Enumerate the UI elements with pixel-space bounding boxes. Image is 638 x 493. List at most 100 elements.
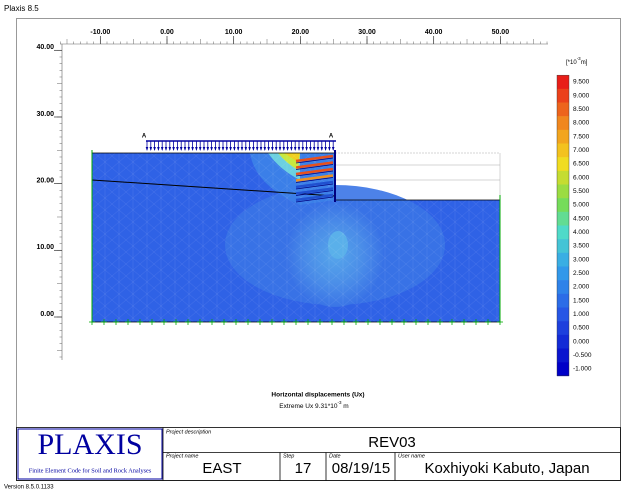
arrow-head	[324, 147, 327, 151]
strut	[295, 180, 334, 189]
legend-label: 1.500	[573, 297, 590, 304]
legend-label: 5.000	[573, 202, 590, 209]
legend-swatch	[557, 116, 569, 131]
legend-swatch	[557, 239, 569, 254]
arrow-head	[149, 147, 153, 151]
field-label: Project name	[166, 453, 198, 459]
legend-label: 0.000	[573, 338, 590, 345]
legend-swatch	[557, 184, 569, 199]
legend-swatch	[557, 307, 569, 322]
arrow-head	[316, 147, 320, 151]
logo: PLAXIS	[37, 428, 142, 461]
legend-label: 5.500	[573, 188, 590, 195]
arrow-head	[278, 147, 282, 151]
arrow-head	[244, 147, 248, 151]
legend-label: 7.500	[573, 133, 590, 140]
anchor-label: A	[329, 134, 334, 140]
arrow-head	[176, 147, 179, 151]
strut-edge	[295, 170, 334, 177]
arrow-head	[187, 147, 191, 151]
arrow-head	[179, 147, 183, 151]
arrow-head	[168, 147, 172, 151]
strut	[295, 187, 334, 195]
arrow-head	[320, 147, 324, 151]
strut	[295, 174, 334, 182]
arrow-head	[297, 147, 301, 151]
arrow-head	[301, 147, 305, 151]
extreme-value: Extreme Ux 9.31*10-3 m	[279, 400, 348, 410]
arrow-head	[221, 147, 225, 151]
y-tick-label: 10.00	[36, 244, 54, 251]
model	[89, 140, 503, 325]
arrow-head	[282, 147, 286, 151]
arrow-head	[202, 147, 206, 151]
arrow-head	[153, 147, 156, 151]
legend-swatch	[557, 102, 569, 117]
arrow-head	[145, 147, 149, 151]
strut	[295, 161, 334, 169]
legend-label: 8.000	[573, 120, 590, 127]
legend-swatch	[557, 266, 569, 281]
step: 17	[295, 460, 312, 477]
legend-swatch	[557, 170, 569, 185]
strut-edge	[295, 196, 334, 203]
arrow-head	[164, 147, 168, 151]
app-title: Plaxis 8.5	[4, 4, 39, 13]
strut-edge	[295, 177, 334, 183]
legend-label: 6.500	[573, 161, 590, 168]
field-label: User name	[398, 453, 425, 459]
x-tick-label: 40.00	[425, 29, 443, 36]
anchor-label: A	[142, 134, 147, 140]
arrow-head	[195, 147, 198, 151]
legend-label: 3.500	[573, 243, 590, 250]
strut-edge	[295, 183, 334, 190]
legend-label: 2.500	[573, 270, 590, 277]
legend-swatch	[557, 225, 569, 240]
strut	[295, 193, 334, 202]
legend-label: 9.500	[573, 79, 590, 86]
legend-swatch	[557, 252, 569, 267]
arrow-head	[191, 147, 194, 151]
legend-border	[556, 74, 570, 377]
legend-label: 9.000	[573, 92, 590, 99]
legend-label: -0.500	[573, 352, 592, 359]
legend-label: 8.500	[573, 106, 590, 113]
arrow-head	[255, 147, 259, 151]
arrow-head	[217, 147, 221, 151]
arrow-head	[331, 147, 335, 151]
legend-label: 0.500	[573, 325, 590, 332]
legend-label: 4.500	[573, 215, 590, 222]
arrow-head	[206, 147, 210, 151]
legend-swatch	[557, 75, 569, 90]
y-tick-label: 20.00	[36, 178, 54, 185]
date: 08/19/15	[332, 460, 390, 477]
x-tick-label: 0.00	[160, 29, 174, 36]
field-label: Step	[283, 453, 294, 459]
arrow-head	[183, 147, 187, 151]
legend-swatch	[557, 348, 569, 363]
legend-label: 1.000	[573, 311, 590, 318]
legend-label: 7.000	[573, 147, 590, 154]
arrow-head	[236, 147, 240, 151]
legend-swatch	[557, 88, 569, 103]
arrow-head	[274, 147, 278, 151]
arrow-head	[214, 147, 217, 151]
legend-label: 6.000	[573, 174, 590, 181]
title-block	[16, 427, 621, 481]
arrow-head	[312, 147, 316, 151]
field-label: Project description	[166, 429, 211, 435]
logo-subtitle: Finite Element Code for Soil and Rock An…	[29, 467, 152, 474]
y-tick-label: 0.00	[40, 311, 54, 318]
arrow-head	[240, 147, 244, 151]
arrow-head	[157, 147, 160, 151]
y-tick-label: 30.00	[36, 111, 54, 118]
x-tick-label: -10.00	[90, 29, 110, 36]
legend-label: 2.000	[573, 284, 590, 291]
legend-swatch	[557, 157, 569, 172]
legend-swatch	[557, 293, 569, 308]
legend-swatch	[557, 321, 569, 336]
strut-edge	[295, 190, 334, 196]
legend-swatch	[557, 280, 569, 295]
arrow-head	[210, 147, 213, 151]
